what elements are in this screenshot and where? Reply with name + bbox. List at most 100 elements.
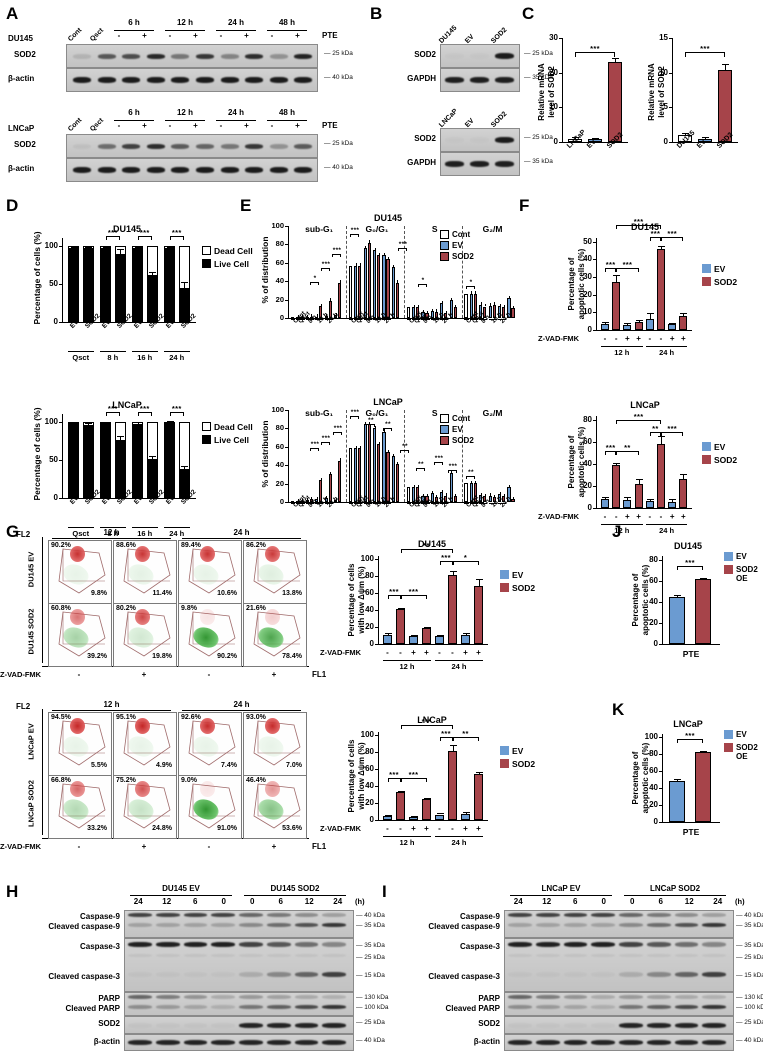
e-bar xyxy=(309,499,314,502)
e-xtick-underline xyxy=(324,503,333,504)
x-axis xyxy=(596,508,692,510)
y-axis xyxy=(378,556,380,644)
y-tick-label: 60 xyxy=(365,588,374,598)
y-tick xyxy=(374,593,378,595)
e-error-bar xyxy=(422,493,424,496)
blot-band xyxy=(294,1022,319,1028)
g-upper-percent: 92.6% xyxy=(181,714,201,721)
y-tick-label: 100 xyxy=(44,240,58,250)
e-error-bar xyxy=(503,305,505,308)
blot-band xyxy=(184,972,208,977)
blot-band xyxy=(122,143,141,149)
y-tick-label: 80 xyxy=(365,571,374,581)
blot-mw-label: — 25 kDa xyxy=(324,140,353,147)
bar xyxy=(698,138,712,142)
jk-legend-swatch xyxy=(724,730,733,739)
g-lower-percent: 7.0% xyxy=(286,762,302,769)
sig-bracket xyxy=(649,431,661,436)
y-tick xyxy=(658,602,662,604)
blot-band xyxy=(122,53,141,59)
g-chart-legend-label: SOD2 xyxy=(512,583,536,593)
g-chart-zvad-label: Z-VAD-FMK xyxy=(320,824,362,833)
bar-live xyxy=(178,468,190,498)
sig-label: *** xyxy=(139,228,150,237)
e-bar xyxy=(453,496,457,502)
y-tick-label: 30 xyxy=(583,271,592,281)
blot-protein: GAPDH xyxy=(407,74,436,83)
blot-band xyxy=(619,1040,643,1045)
e-bar xyxy=(483,306,487,318)
e-bar xyxy=(377,255,381,318)
e-sig-bracket xyxy=(434,462,443,465)
e-error-bar xyxy=(397,280,399,283)
blot-band xyxy=(495,53,514,59)
sig-label: *** xyxy=(633,411,644,421)
e-xtick-underline xyxy=(291,503,296,504)
g-lower-percent: 24.8% xyxy=(152,825,172,832)
y-tick-label: 0 xyxy=(53,493,58,502)
c-ylabel: Relative mRNA level of SOD2 xyxy=(537,63,556,121)
g-zvad-sign: - xyxy=(207,670,211,679)
e-error-bar xyxy=(436,494,438,497)
blot-band xyxy=(239,995,263,999)
e-error-bar xyxy=(494,302,496,305)
blot-band xyxy=(619,995,643,999)
blot-band xyxy=(73,53,91,59)
e-legend-swatch xyxy=(440,436,449,445)
e-phase-label: S xyxy=(431,224,438,234)
jk-ylabel: Percentage of apoptotic cells (%) xyxy=(631,742,650,814)
sig-bracket xyxy=(616,224,661,229)
e-xtick-underline xyxy=(421,319,430,320)
g-zvad-sign: - xyxy=(77,842,81,851)
blot-band xyxy=(322,1005,346,1009)
e-bar xyxy=(449,473,453,502)
e-bar xyxy=(497,306,502,318)
error-bar xyxy=(478,771,480,775)
blot-background xyxy=(67,159,317,181)
bar xyxy=(461,634,470,644)
g-zvad-sign: - xyxy=(207,842,211,851)
bar xyxy=(461,813,470,820)
blot-band xyxy=(146,77,165,83)
error-bar xyxy=(152,456,153,460)
g-chart-zvad-sign: - xyxy=(451,648,454,657)
g-chart-ylabel: Percentage of cells with low Δψm (%) xyxy=(347,739,366,813)
e-error-bar xyxy=(297,498,299,502)
jk-legend-label: SOD2 OE xyxy=(736,743,758,761)
y-axis xyxy=(562,38,564,142)
blot-box xyxy=(440,152,520,176)
blot-mw-label: — 130 kDa xyxy=(736,994,763,1001)
treatment-sign: + xyxy=(244,121,249,130)
y-tick-label: 40 xyxy=(365,605,374,615)
y-tick xyxy=(592,420,596,422)
x-axis xyxy=(378,820,488,822)
g-chart-title: DU145 xyxy=(417,539,446,549)
blot-band xyxy=(128,954,152,957)
sig-label: *** xyxy=(107,228,118,237)
blot-band xyxy=(183,1040,208,1045)
e-xtick-underline xyxy=(430,319,440,320)
g-gate-overlay xyxy=(123,548,171,594)
e-bar xyxy=(430,311,434,318)
sig-bracket xyxy=(605,267,617,272)
error-cap xyxy=(423,626,431,628)
sig-bracket xyxy=(105,412,120,416)
y-axis xyxy=(62,414,64,498)
y-tick-label: 100 xyxy=(360,730,374,740)
y-tick xyxy=(658,737,662,739)
bar xyxy=(396,791,405,820)
g-flow-plot xyxy=(113,603,177,667)
e-sig-bracket xyxy=(398,248,407,251)
g-chart-group-label: 12 h xyxy=(399,838,415,847)
d-group-underline xyxy=(68,527,94,529)
time-group-6h: 6 h xyxy=(128,108,140,117)
error-cap xyxy=(462,812,470,814)
g-red-population xyxy=(265,545,280,563)
blot-box xyxy=(440,128,520,152)
g-flow-plot xyxy=(178,775,242,839)
g-time-header: 12 h xyxy=(103,700,120,709)
g-lower-percent: 10.6% xyxy=(217,590,237,597)
blot-box xyxy=(504,1016,734,1034)
jk-legend-label: EV xyxy=(736,730,747,739)
error-cap xyxy=(134,246,142,248)
